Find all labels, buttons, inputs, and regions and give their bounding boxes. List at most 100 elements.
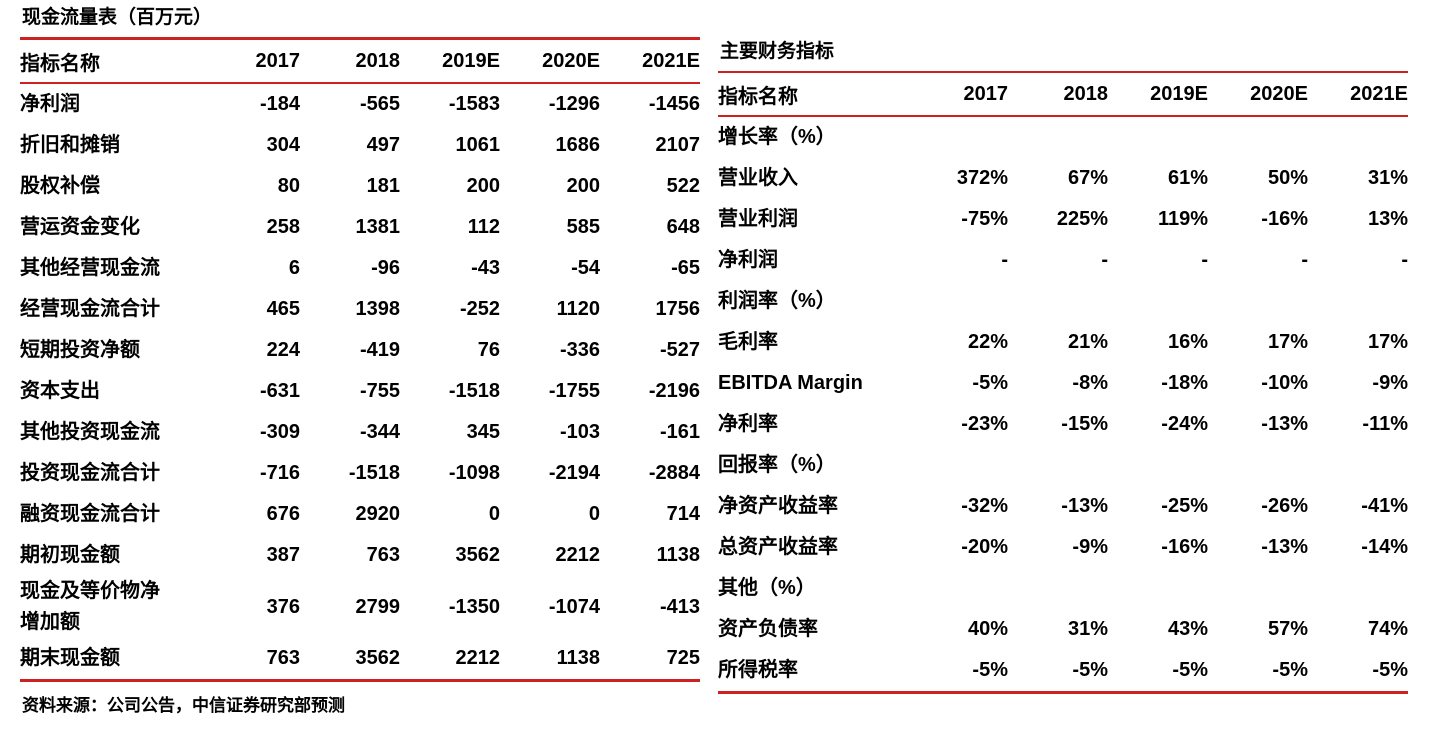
cell-value: 1138	[656, 544, 700, 566]
title-divider	[718, 71, 1408, 73]
row-label: 所得税率	[718, 659, 798, 681]
table-row: 净利率 -23% -15% -24% -13% -11%	[718, 404, 1408, 445]
cell-value	[1308, 445, 1408, 486]
row-label: 投资现金流合计	[20, 462, 160, 484]
cell-value: -54	[571, 257, 600, 279]
cell-value: -2196	[648, 380, 700, 402]
cell-value: -13%	[1261, 536, 1308, 558]
year-column-header: 2020E	[1208, 73, 1308, 117]
year-column-header: 2019E	[1108, 73, 1208, 117]
cell-value: -716	[259, 462, 300, 484]
cell-value: 304	[266, 134, 300, 156]
cash-flow-title: 现金流量表（百万元）	[22, 7, 213, 28]
table-row: 资产负债率 40% 31% 43% 57% 74%	[718, 609, 1408, 650]
row-label: 现金及等价物净 增加额	[20, 580, 160, 633]
cell-value: 258	[266, 216, 300, 238]
cell-value: -5%	[1272, 659, 1308, 681]
year-column-header: 2018	[1008, 73, 1108, 117]
cell-value: -1098	[448, 462, 500, 484]
row-label: 增长率（%）	[718, 126, 836, 148]
row-label: 其他（%）	[718, 577, 816, 599]
bottom-divider	[718, 691, 1408, 694]
cell-value: -565	[359, 93, 400, 115]
cell-value: 1138	[556, 647, 600, 669]
row-label: 营业收入	[718, 167, 798, 189]
row-label: 股权补偿	[20, 175, 100, 197]
cell-value	[1008, 281, 1108, 322]
section-header-row: 增长率（%）	[718, 116, 1408, 158]
row-label: 净利润	[718, 249, 778, 271]
cash-flow-panel: 现金流量表（百万元） 指标名称 2017 2018 2019E 2020E 2021E 净…	[20, 6, 700, 716]
cell-value	[1308, 281, 1408, 322]
table-row: 营业利润 -75% 225% 119% -16% 13%	[718, 199, 1408, 240]
cell-value: -419	[359, 339, 400, 361]
cell-value: 225%	[1056, 208, 1108, 230]
indicator-name-header: 指标名称	[718, 73, 908, 117]
cell-value: -5%	[972, 659, 1008, 681]
row-label: 其他经营现金流	[20, 257, 160, 279]
cell-value: 1381	[355, 216, 401, 238]
cell-value	[1208, 116, 1308, 158]
table-row: EBITDA Margin -5% -8% -18% -10% -9%	[718, 363, 1408, 404]
cell-value: 6	[288, 257, 300, 279]
cell-value: -1074	[548, 595, 600, 618]
cell-value: -	[1401, 249, 1408, 271]
cell-value: -252	[459, 298, 500, 320]
cell-value: -5%	[972, 372, 1008, 394]
cell-value: 522	[666, 175, 700, 197]
cell-value: 1686	[555, 134, 601, 156]
cell-value: -103	[559, 421, 600, 443]
table-row: 现金及等价物净 增加额 376 2799 -1350 -1074 -413	[20, 576, 700, 638]
title-divider	[20, 37, 700, 40]
cell-value: -755	[359, 380, 400, 402]
cell-value: -1755	[548, 380, 600, 402]
cell-value: 61%	[1167, 167, 1208, 189]
cell-value: -344	[359, 421, 400, 443]
section-header-row: 回报率（%）	[718, 445, 1408, 486]
cell-value: 224	[266, 339, 300, 361]
cell-value: -1350	[448, 595, 500, 618]
table-row: 净资产收益率 -32% -13% -25% -26% -41%	[718, 486, 1408, 527]
cell-value	[1008, 116, 1108, 158]
cell-value: 16%	[1167, 331, 1208, 353]
key-metrics-table: 指标名称 2017 2018 2019E 2020E 2021E 增长率（%） 营业收入 37…	[718, 73, 1408, 691]
cell-value: 40%	[967, 618, 1008, 640]
cell-value: -13%	[1261, 413, 1308, 435]
cell-value: -1456	[648, 93, 700, 115]
cell-value: -2194	[548, 462, 600, 484]
cell-value: 1120	[556, 298, 600, 320]
table-row: 经营现金流合计 465 1398 -252 1120 1756	[20, 289, 700, 330]
cell-value: 2107	[655, 134, 701, 156]
table-row: 净利润 -184 -565 -1583 -1296 -1456	[20, 83, 700, 125]
cell-value: -	[1001, 249, 1008, 271]
cash-flow-table: 指标名称 2017 2018 2019E 2020E 2021E 净利润 -184 -565 -…	[20, 40, 700, 679]
row-label: 期初现金额	[20, 544, 120, 566]
cell-value: 31%	[1067, 618, 1108, 640]
cell-value: -2884	[648, 462, 700, 484]
cash-flow-header-row: 指标名称 2017 2018 2019E 2020E 2021E	[20, 40, 700, 84]
cell-value: 676	[266, 503, 300, 525]
cell-value	[1108, 445, 1208, 486]
cell-value	[1208, 445, 1308, 486]
table-row: 股权补偿 80 181 200 200 522	[20, 166, 700, 207]
cell-value: -13%	[1061, 495, 1108, 517]
cell-value: -25%	[1161, 495, 1208, 517]
cell-value	[1108, 116, 1208, 158]
cell-value: 714	[666, 503, 700, 525]
table-row: 其他经营现金流 6 -96 -43 -54 -65	[20, 248, 700, 289]
cell-value: 1756	[655, 298, 701, 320]
cell-value: -10%	[1261, 372, 1308, 394]
cell-value: 119%	[1157, 208, 1208, 230]
cell-value: -41%	[1361, 495, 1408, 517]
cell-value: -16%	[1261, 208, 1308, 230]
row-label: 经营现金流合计	[20, 298, 160, 320]
cell-value: -1518	[448, 380, 500, 402]
cell-value: -5%	[1372, 659, 1408, 681]
cell-value: -1296	[548, 93, 600, 115]
cell-value: -184	[259, 93, 300, 115]
cell-value	[908, 445, 1008, 486]
row-label: 其他投资现金流	[20, 421, 160, 443]
cell-value: 1061	[455, 134, 501, 156]
table-row: 营运资金变化 258 1381 112 585 648	[20, 207, 700, 248]
section-header-row: 其他（%）	[718, 568, 1408, 609]
